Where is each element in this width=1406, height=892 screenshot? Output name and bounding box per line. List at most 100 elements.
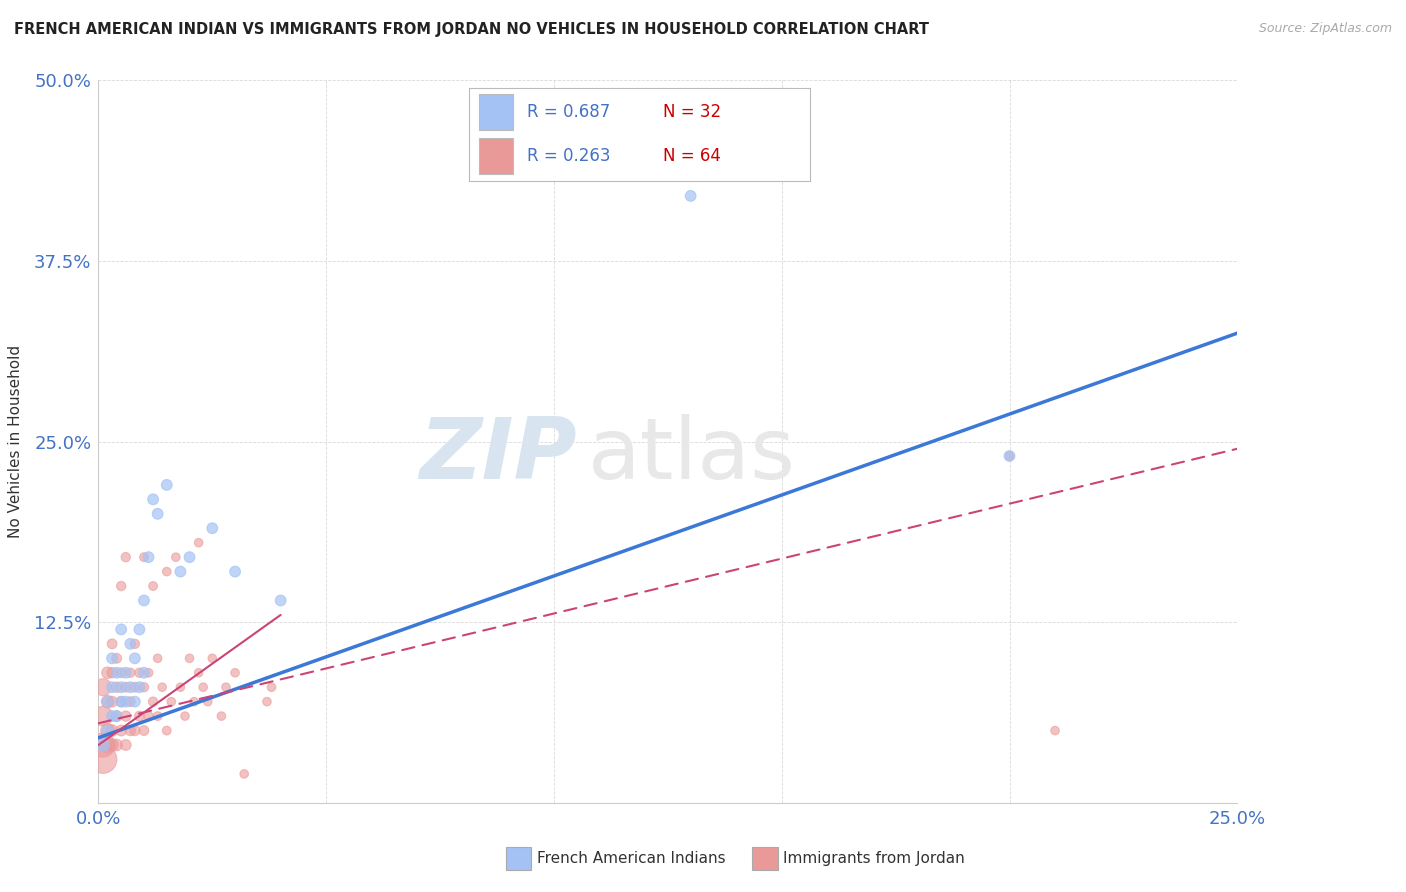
Point — [132, 680, 155, 694]
Point — [160, 695, 183, 709]
Point — [132, 550, 155, 565]
Point — [96, 723, 118, 738]
Point — [105, 709, 128, 723]
Point — [101, 651, 124, 665]
Point — [201, 651, 224, 665]
Point — [156, 478, 179, 492]
Point — [169, 565, 191, 579]
Point — [169, 680, 191, 694]
Point — [1043, 723, 1066, 738]
Point — [101, 665, 124, 680]
Point — [110, 695, 132, 709]
Point — [114, 738, 136, 752]
Point — [174, 709, 197, 723]
Point — [156, 565, 179, 579]
Point — [193, 680, 215, 694]
Point — [165, 550, 187, 565]
Point — [146, 507, 169, 521]
Point — [150, 680, 173, 694]
Point — [224, 665, 246, 680]
Point — [91, 738, 114, 752]
Text: FRENCH AMERICAN INDIAN VS IMMIGRANTS FROM JORDAN NO VEHICLES IN HOUSEHOLD CORREL: FRENCH AMERICAN INDIAN VS IMMIGRANTS FRO… — [14, 22, 929, 37]
Point — [91, 709, 114, 723]
Point — [105, 709, 128, 723]
Point — [142, 579, 165, 593]
Text: Immigrants from Jordan: Immigrants from Jordan — [783, 852, 965, 866]
Point — [120, 695, 142, 709]
Text: atlas: atlas — [588, 415, 796, 498]
Point — [96, 738, 118, 752]
Point — [105, 665, 128, 680]
Point — [105, 680, 128, 694]
Point — [96, 695, 118, 709]
Point — [142, 492, 165, 507]
Point — [128, 665, 150, 680]
Point — [120, 723, 142, 738]
Point — [128, 623, 150, 637]
Point — [132, 723, 155, 738]
Point — [183, 695, 205, 709]
Point — [110, 723, 132, 738]
Point — [124, 723, 146, 738]
Point — [260, 680, 283, 694]
Point — [91, 752, 114, 766]
Point — [179, 550, 201, 565]
Point — [120, 665, 142, 680]
Point — [91, 680, 114, 694]
Point — [124, 680, 146, 694]
Point — [101, 738, 124, 752]
Point — [128, 680, 150, 694]
Point — [124, 637, 146, 651]
Y-axis label: No Vehicles in Household: No Vehicles in Household — [8, 345, 22, 538]
Point — [138, 709, 160, 723]
Point — [187, 665, 209, 680]
Point — [179, 651, 201, 665]
Point — [209, 709, 232, 723]
Point — [110, 579, 132, 593]
Point — [114, 695, 136, 709]
Point — [138, 550, 160, 565]
Point — [998, 449, 1021, 463]
Point — [105, 651, 128, 665]
Point — [114, 550, 136, 565]
Point — [91, 738, 114, 752]
Point — [101, 723, 124, 738]
Point — [142, 695, 165, 709]
Point — [110, 665, 132, 680]
Point — [114, 680, 136, 694]
Point — [197, 695, 219, 709]
Point — [146, 651, 169, 665]
Point — [201, 521, 224, 535]
Point — [110, 680, 132, 694]
Point — [146, 709, 169, 723]
Text: French American Indians: French American Indians — [537, 852, 725, 866]
Point — [270, 593, 292, 607]
Point — [110, 695, 132, 709]
Point — [233, 767, 256, 781]
Point — [156, 723, 179, 738]
Point — [132, 665, 155, 680]
Text: Source: ZipAtlas.com: Source: ZipAtlas.com — [1258, 22, 1392, 36]
Point — [256, 695, 278, 709]
Point — [120, 680, 142, 694]
Point — [679, 189, 702, 203]
Point — [105, 738, 128, 752]
Point — [138, 665, 160, 680]
Point — [998, 449, 1021, 463]
Point — [101, 637, 124, 651]
Point — [187, 535, 209, 549]
Point — [110, 623, 132, 637]
Point — [128, 709, 150, 723]
Point — [124, 651, 146, 665]
Text: ZIP: ZIP — [419, 415, 576, 498]
Point — [124, 695, 146, 709]
Point — [96, 723, 118, 738]
Point — [114, 665, 136, 680]
Point — [120, 637, 142, 651]
Point — [96, 695, 118, 709]
Point — [101, 709, 124, 723]
Point — [96, 665, 118, 680]
Point — [114, 709, 136, 723]
Point — [101, 680, 124, 694]
Point — [224, 565, 246, 579]
